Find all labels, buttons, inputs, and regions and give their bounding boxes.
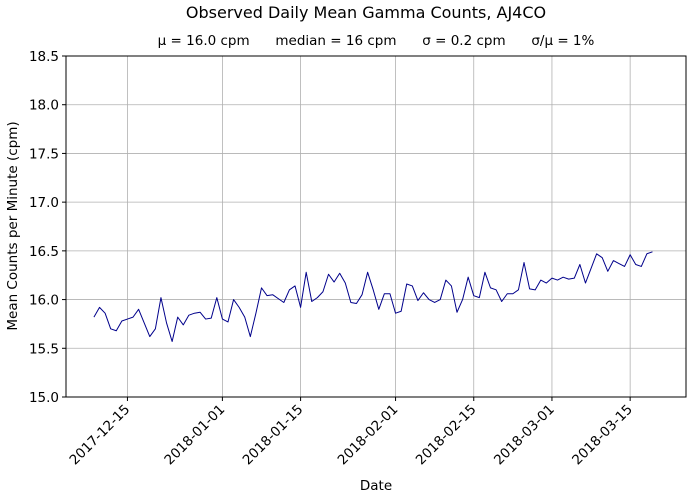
series-line: [93, 251, 653, 342]
chart-subtitle: μ = 16.0 cpm median = 16 cpm σ = 0.2 cpm…: [158, 33, 595, 49]
y-tick-label: 16.5: [29, 244, 59, 260]
y-tick-label: 17.5: [29, 146, 59, 162]
y-tick-label: 17.0: [29, 195, 59, 211]
y-axis: 15.0 15.5 16.0 16.5 17.0 17.5 18.0 18.5: [29, 49, 66, 406]
y-tick-label: 15.5: [29, 341, 59, 357]
y-tick-label: 15.0: [29, 390, 59, 406]
x-axis-label: Date: [360, 478, 392, 494]
y-tick-label: 18.0: [29, 98, 59, 114]
series-layer: [93, 251, 653, 342]
chart-title: Observed Daily Mean Gamma Counts, AJ4CO: [186, 3, 546, 22]
plot-area-frame: [65, 55, 687, 398]
y-tick-label: 18.5: [29, 49, 59, 65]
y-tick-label: 16.0: [29, 293, 59, 309]
y-axis-label: Mean Counts per Minute (cpm): [5, 121, 21, 330]
